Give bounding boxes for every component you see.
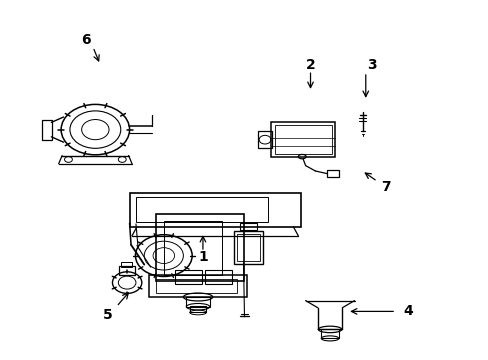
Bar <box>205 270 232 284</box>
Bar <box>119 266 135 275</box>
Bar <box>321 329 338 338</box>
Bar <box>156 279 237 293</box>
Text: 4: 4 <box>403 305 412 318</box>
Bar <box>189 306 206 312</box>
Bar <box>237 234 259 261</box>
Bar <box>326 170 338 177</box>
Text: 3: 3 <box>366 58 376 72</box>
Bar <box>121 262 132 267</box>
Bar <box>274 125 331 154</box>
Bar <box>233 231 263 264</box>
Bar <box>129 193 300 227</box>
Text: 2: 2 <box>305 58 315 72</box>
Text: 6: 6 <box>81 33 90 46</box>
Bar <box>257 131 272 148</box>
Bar <box>149 275 246 297</box>
Bar <box>41 120 52 140</box>
Bar <box>175 270 202 284</box>
Text: 5: 5 <box>102 308 112 322</box>
Bar <box>271 122 334 157</box>
Text: 7: 7 <box>381 180 390 194</box>
Bar <box>136 197 267 222</box>
Bar <box>163 221 222 275</box>
Bar <box>239 223 256 230</box>
Bar <box>156 214 244 281</box>
Text: 1: 1 <box>198 251 207 264</box>
Bar <box>186 297 209 307</box>
